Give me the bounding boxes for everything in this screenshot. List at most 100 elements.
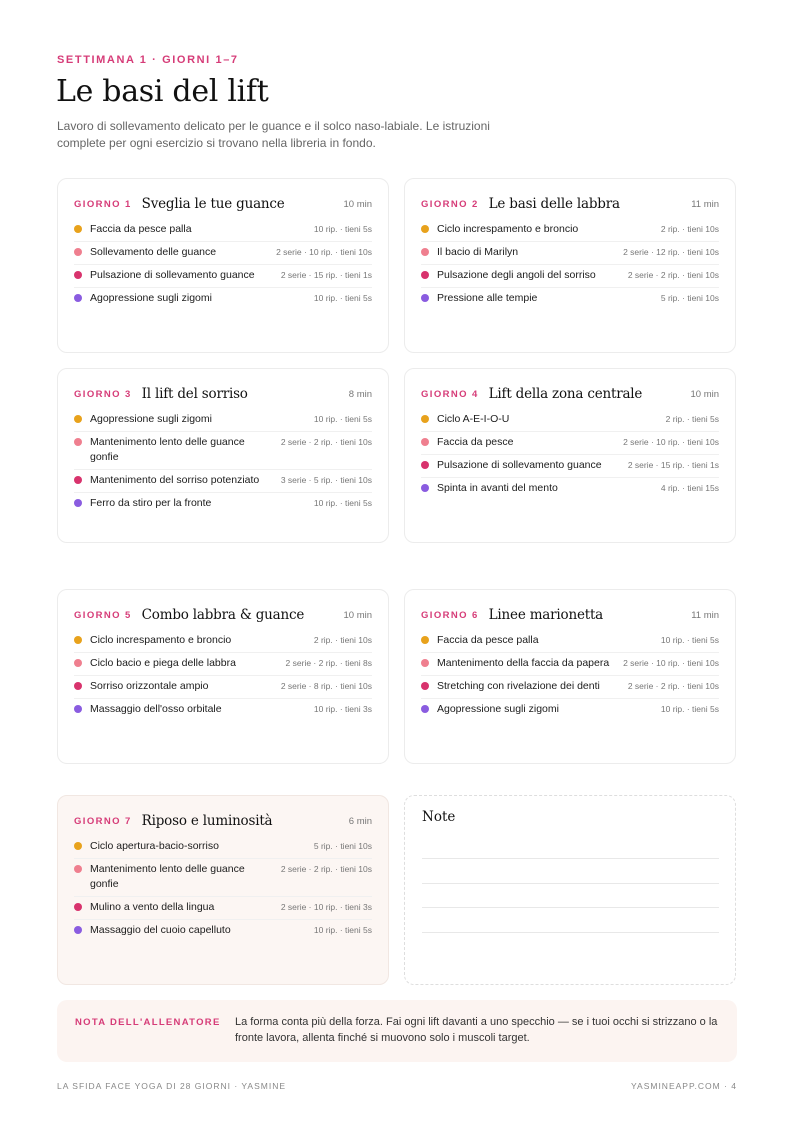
category-dot-icon	[421, 415, 429, 423]
exercise-row: Faccia da pesce 2 serie · 10 rip. · tieni…	[421, 432, 719, 455]
day-card-5: GIORNO 5 Combo labbra & guance 10 min Ciclo…	[57, 589, 389, 764]
exercise-list: Ciclo apertura-bacio-sorriso 5 rip. · tie…	[74, 836, 372, 943]
day-card-header: GIORNO 7 Riposo e luminosità 6 min	[74, 810, 372, 832]
exercise-row: Faccia da pesce palla 10 rip. · tieni 5s	[421, 630, 719, 653]
exercise-name: Ciclo apertura-bacio-sorriso	[90, 840, 219, 852]
exercise-name: Mantenimento lento delle guance gonfie	[90, 863, 245, 890]
exercise-reps: 2 serie · 15 rip. · tieni 1s	[280, 270, 372, 280]
exercise-name: Sollevamento delle guance	[90, 246, 217, 258]
exercise-name: Stretching con rivelazione dei denti	[437, 680, 600, 692]
exercise-name: Pressione alle tempie	[437, 292, 538, 304]
day-card-2: GIORNO 2 Le basi delle labbra 11 min Ciclo …	[404, 178, 736, 353]
category-dot-icon	[74, 271, 82, 279]
exercise-row: Il bacio di Marilyn 2 serie · 12 rip. · t…	[421, 242, 719, 265]
exercise-name: Spinta in avanti del mento	[437, 482, 558, 494]
exercise-reps: 3 serie · 5 rip. · tieni 10s	[280, 475, 372, 485]
category-dot-icon	[421, 484, 429, 492]
day-card-header: GIORNO 2 Le basi delle labbra 11 min	[421, 193, 719, 215]
exercise-list: Ciclo A-E-I-O-U 2 rip. · tieni 5s Faccia d…	[421, 409, 719, 501]
day-card-1: GIORNO 1 Sveglia le tue guance 10 min Facci…	[57, 178, 389, 353]
exercise-row: Ciclo bacio e piega delle labbra 2 serie …	[74, 653, 372, 676]
exercise-name: Faccia da pesce palla	[90, 223, 192, 235]
day-label: GIORNO 7	[74, 815, 132, 827]
exercise-name: Sorriso orizzontale ampio	[90, 680, 209, 692]
category-dot-icon	[74, 926, 82, 934]
notes-line	[422, 907, 719, 908]
exercise-row: Pressione alle tempie 5 rip. · tieni 10s	[421, 288, 719, 311]
exercise-row: Ciclo apertura-bacio-sorriso 5 rip. · tie…	[74, 836, 372, 859]
exercise-reps: 2 rip. · tieni 10s	[313, 635, 372, 645]
exercise-reps: 5 rip. · tieni 10s	[313, 841, 372, 851]
day-duration: 10 min	[343, 198, 372, 210]
category-dot-icon	[74, 636, 82, 644]
day-label: GIORNO 1	[74, 198, 132, 210]
exercise-name: Ciclo bacio e piega delle labbra	[90, 657, 236, 669]
exercise-reps: 2 serie · 8 rip. · tieni 10s	[280, 681, 372, 691]
category-dot-icon	[421, 248, 429, 256]
exercise-name: Mantenimento della faccia da papera	[437, 657, 610, 669]
day-card-3: GIORNO 3 Il lift del sorriso 8 min Agopress…	[57, 368, 389, 543]
exercise-name: Massaggio del cuoio capelluto	[90, 924, 231, 936]
category-dot-icon	[74, 903, 82, 911]
notes-line	[422, 932, 719, 933]
category-dot-icon	[421, 225, 429, 233]
exercise-name: Ciclo increspamento e broncio	[437, 223, 579, 235]
exercise-reps: 2 serie · 10 rip. · tieni 3s	[280, 902, 372, 912]
exercise-name: Ciclo increspamento e broncio	[90, 634, 232, 646]
day-card-header: GIORNO 3 Il lift del sorriso 8 min	[74, 383, 372, 405]
exercise-row: Sorriso orizzontale ampio 2 serie · 8 rip…	[74, 676, 372, 699]
exercise-row: Mulino a vento della lingua 2 serie · 10 …	[74, 897, 372, 920]
exercise-reps: 2 serie · 15 rip. · tieni 1s	[627, 460, 719, 470]
exercise-row: Agopressione sugli zigomi 10 rip. · tieni…	[74, 288, 372, 311]
exercise-row: Mantenimento lento delle guance gonfie 2 …	[74, 859, 372, 897]
exercise-name: Mulino a vento della lingua	[90, 901, 215, 913]
exercise-row: Massaggio dell'osso orbitale 10 rip. · ti…	[74, 699, 372, 722]
exercise-row: Ferro da stiro per la fronte 10 rip. · ti…	[74, 493, 372, 516]
exercise-name: Pulsazione di sollevamento guance	[90, 269, 255, 281]
exercise-reps: 2 serie · 2 rip. · tieni 10s	[280, 437, 372, 447]
exercise-row: Massaggio del cuoio capelluto 10 rip. · t…	[74, 920, 372, 943]
exercise-reps: 10 rip. · tieni 5s	[313, 293, 372, 303]
category-dot-icon	[421, 705, 429, 713]
exercise-reps: 10 rip. · tieni 5s	[660, 704, 719, 714]
exercise-reps: 2 serie · 2 rip. · tieni 8s	[285, 658, 372, 668]
exercise-name: Mantenimento lento delle guance gonfie	[90, 436, 245, 463]
exercise-name: Il bacio di Marilyn	[437, 246, 519, 258]
day-duration: 10 min	[343, 609, 372, 621]
exercise-name: Faccia da pesce	[437, 436, 514, 448]
category-dot-icon	[74, 415, 82, 423]
coach-note-label: NOTA DELL'ALLENATORE	[75, 1017, 221, 1028]
exercise-row: Stretching con rivelazione dei denti 2 se…	[421, 676, 719, 699]
exercise-list: Ciclo increspamento e broncio 2 rip. · ti…	[74, 630, 372, 722]
day-duration: 11 min	[691, 198, 719, 210]
day-label: GIORNO 3	[74, 388, 132, 400]
exercise-list: Agopressione sugli zigomi 10 rip. · tieni…	[74, 409, 372, 516]
category-dot-icon	[74, 438, 82, 446]
notes-card: Note	[404, 795, 736, 985]
coach-note: NOTA DELL'ALLENATORE La forma conta più …	[57, 1000, 737, 1062]
exercise-reps: 10 rip. · tieni 5s	[313, 224, 372, 234]
week-eyebrow: SETTIMANA 1 · GIORNI 1–7	[57, 54, 239, 66]
day-title: Il lift del sorriso	[141, 386, 248, 402]
day-card-header: GIORNO 1 Sveglia le tue guance 10 min	[74, 193, 372, 215]
exercise-row: Ciclo increspamento e broncio 2 rip. · ti…	[74, 630, 372, 653]
exercise-reps: 2 rip. · tieni 10s	[660, 224, 719, 234]
day-card-6: GIORNO 6 Linee marionetta 11 min Faccia da …	[404, 589, 736, 764]
category-dot-icon	[74, 225, 82, 233]
exercise-row: Mantenimento lento delle guance gonfie 2 …	[74, 432, 372, 470]
page-title: Le basi del lift	[56, 74, 269, 109]
exercise-reps: 10 rip. · tieni 5s	[660, 635, 719, 645]
coach-note-text: La forma conta più della forza. Fai ogni…	[235, 1016, 718, 1044]
category-dot-icon	[74, 499, 82, 507]
exercise-reps: 2 serie · 10 rip. · tieni 10s	[623, 437, 719, 447]
exercise-row: Agopressione sugli zigomi 10 rip. · tieni…	[421, 699, 719, 722]
exercise-reps: 10 rip. · tieni 5s	[313, 498, 372, 508]
exercise-name: Ferro da stiro per la fronte	[90, 497, 212, 509]
exercise-reps: 2 serie · 2 rip. · tieni 10s	[280, 864, 372, 874]
category-dot-icon	[74, 476, 82, 484]
exercise-row: Mantenimento del sorriso potenziato 3 ser…	[74, 470, 372, 493]
day-card-header: GIORNO 6 Linee marionetta 11 min	[421, 604, 719, 626]
category-dot-icon	[74, 705, 82, 713]
exercise-row: Pulsazione di sollevamento guance 2 serie…	[74, 265, 372, 288]
exercise-name: Agopressione sugli zigomi	[437, 703, 559, 715]
